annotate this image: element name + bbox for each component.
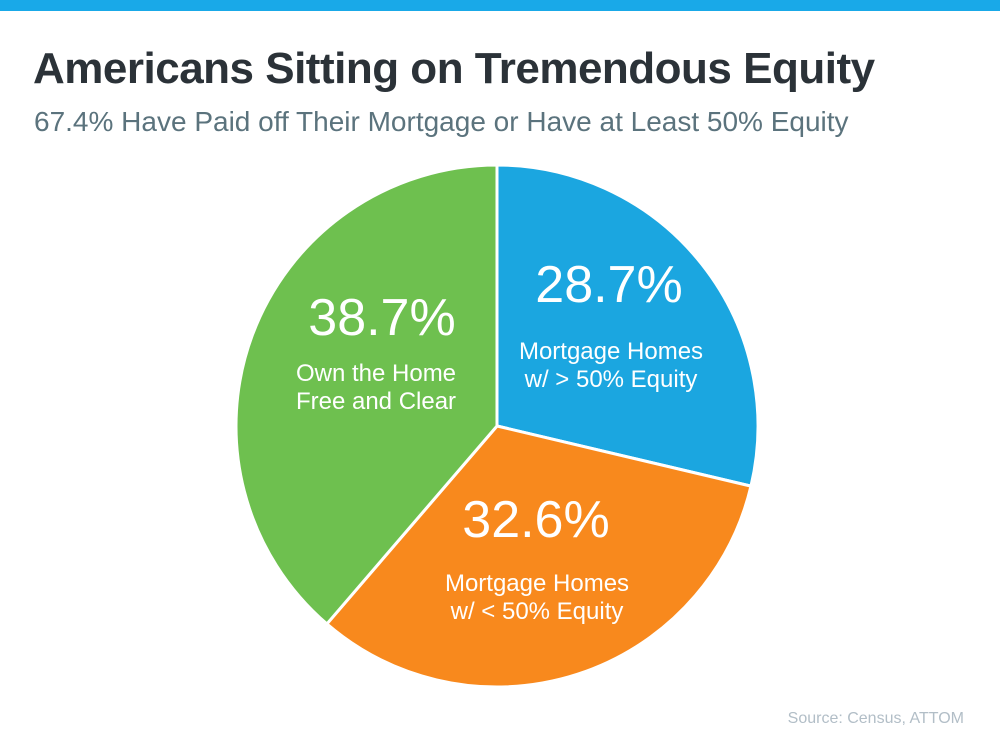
- slice-label-line: Own the Home: [295, 360, 457, 387]
- page-title: Americans Sitting on Tremendous Equity: [33, 44, 875, 93]
- page-subtitle: 67.4% Have Paid off Their Mortgage or Ha…: [34, 106, 849, 137]
- slice-percent-orange: 32.6%: [462, 491, 610, 549]
- slice-percent-green: 38.7%: [308, 289, 456, 347]
- source-note: Source: Census, ATTOM: [787, 710, 964, 727]
- slice-percent-blue: 28.7%: [535, 256, 683, 314]
- pie-slice-own-home-free-and-clear: [234, 163, 499, 626]
- pie-slice-mortgage-homes-lt-50-equity: [325, 424, 753, 689]
- top-accent-bar: [0, 0, 1000, 11]
- slice-label-orange: Mortgage Homes w/ < 50% Equity: [445, 570, 629, 626]
- slice-label-blue: Mortgage Homes w/ > 50% Equity: [519, 338, 703, 394]
- slice-label-line: Mortgage Homes: [518, 338, 704, 365]
- slice-label-green: Own the Home Free and Clear: [296, 360, 456, 416]
- slice-label-line: w/ < 50% Equity: [450, 598, 624, 625]
- slice-label-line: w/ > 50% Equity: [524, 366, 698, 393]
- slice-label-line: Mortgage Homes: [444, 570, 630, 597]
- pie-slice-mortgage-homes-gt-50-equity: [495, 163, 760, 488]
- slice-label-line: Free and Clear: [295, 388, 457, 415]
